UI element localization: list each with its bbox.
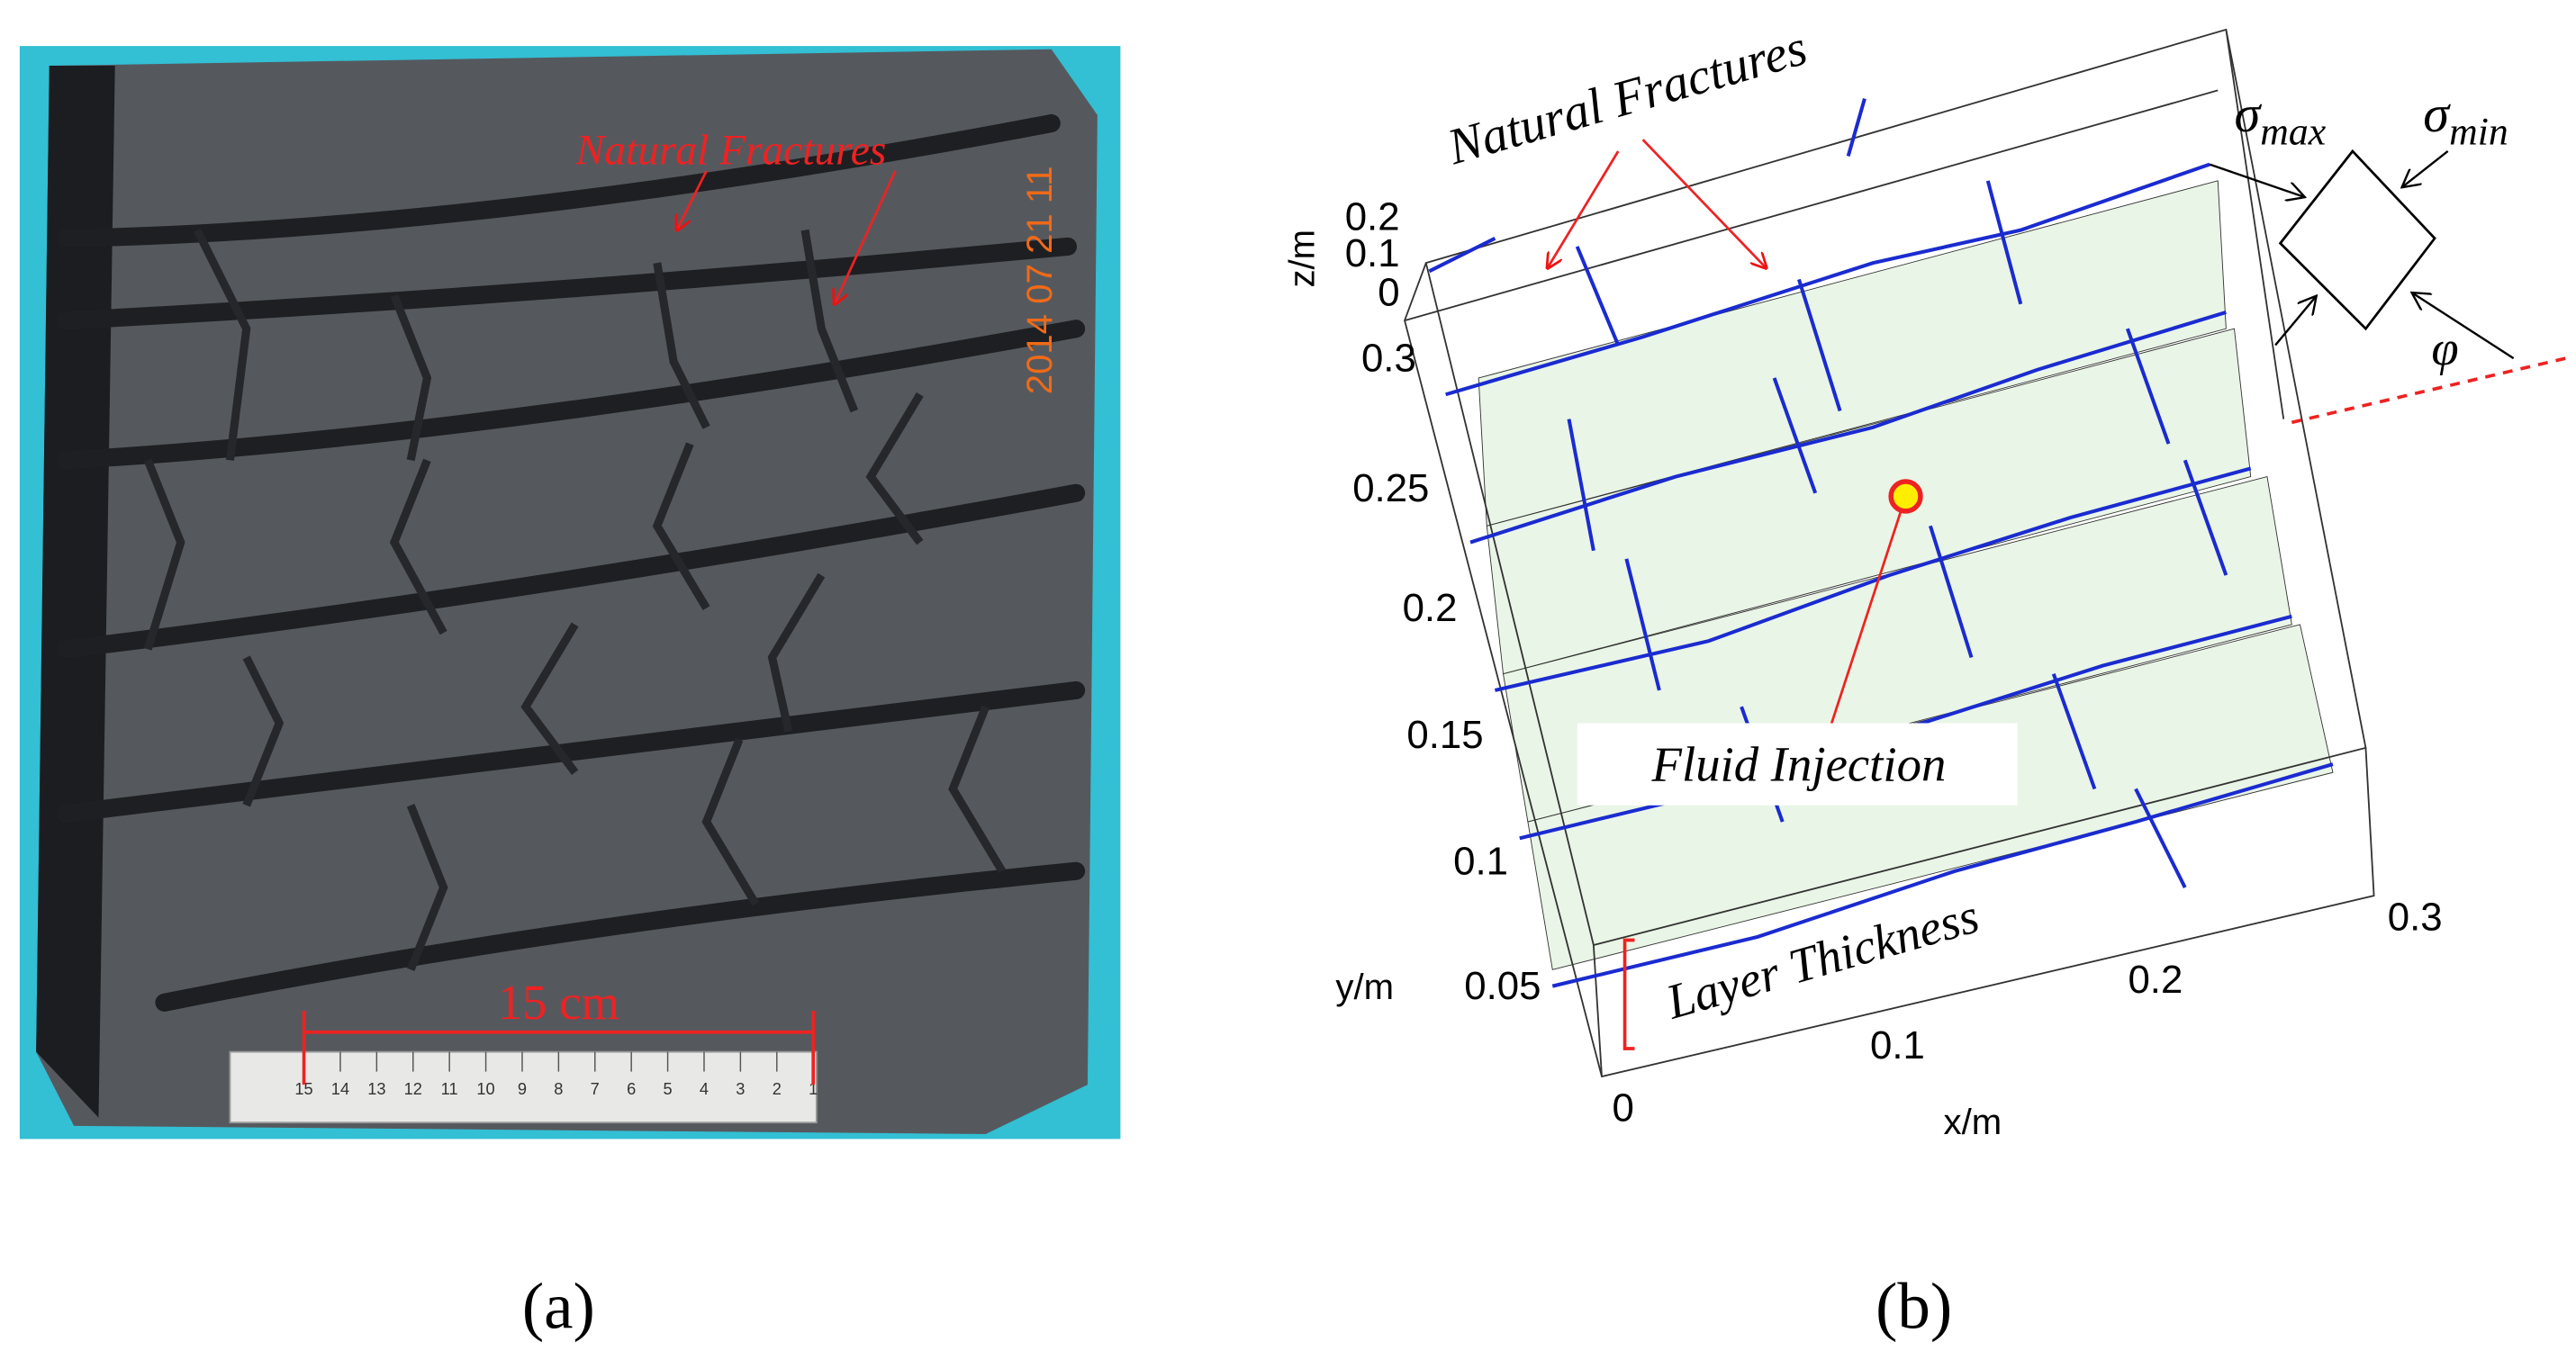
ruler [229,1050,818,1124]
fractures [56,113,1086,1012]
stress-square [2278,149,2436,331]
rock-slab [36,49,1098,1134]
stress-arrow [2209,163,2305,198]
y-axis-tick-label: 0.1 [1453,839,1508,883]
box-edges [1404,28,2375,1078]
reference-line [2291,355,2573,425]
arrow [835,170,897,304]
timestamp: 2014 07 21 11 [1019,166,1060,394]
z-axis-tick-label: 0 [1378,271,1399,315]
x-axis-tick-label: 0 [1613,1085,1634,1130]
injection-point [1888,479,1923,514]
ruler-number: 3 [736,1079,745,1098]
fracture-planes [1478,180,2334,970]
y-axis-tick-label: 0.25 [1352,466,1429,510]
injection-pointer [1822,496,1907,749]
scale-label: 15 cm [498,975,619,1030]
arrow [677,170,708,230]
stress-arrow [2274,296,2317,347]
ruler-number: 6 [627,1079,636,1098]
caption: (b) [1876,1269,1952,1342]
ruler-number: 15 [294,1079,312,1098]
arrow [1548,150,1620,268]
ruler-number: 1 [809,1079,818,1098]
model-annotation: Natural Fractures [1441,20,1812,176]
subscript: max [2260,111,2326,154]
x-axis-tick-label: 0.3 [2388,896,2443,940]
z-axis-label: z/m [1282,230,1323,288]
ruler-number: 2 [773,1079,782,1098]
ruler-number: 14 [331,1079,349,1098]
x-axis-label: x/m [1944,1102,2002,1142]
ruler-number: 12 [404,1079,422,1098]
x-axis-tick-label: 0.2 [2128,958,2183,1002]
injection-label: Fluid Injection [1651,736,1947,791]
y-axis-tick-label: 0.2 [1403,586,1458,630]
y-axis-tick-label: 0.05 [1464,964,1541,1008]
photo-annotation: Natural Fractures [575,128,887,175]
y-axis-tick-label: 0.3 [1361,337,1416,381]
symbol: σ [2234,85,2262,143]
symbol: σ [2423,85,2451,143]
ruler-number: 11 [441,1079,458,1098]
z-axis-tick-label: 0.1 [1345,231,1400,275]
y-axis-label: y/m [1335,967,1394,1007]
caption: (a) [522,1269,595,1342]
cross-fractures [143,228,1006,972]
thickness-bracket [1622,938,1635,1050]
stress-diagram: σmax σmin φ [2209,85,2573,425]
stress-arrow [2402,150,2449,187]
angle-label: φ [2431,320,2458,375]
stress-max: σmax [2234,85,2326,154]
ruler-number: 7 [591,1079,600,1098]
photo: Natural Fractures 2014 07 21 11 15 14 13 12… [19,46,1121,1139]
y-axis-tick-label: 0.15 [1406,713,1483,757]
ruler-number: 5 [664,1079,673,1098]
ruler-number: 4 [700,1079,709,1098]
ruler-number: 8 [554,1079,563,1098]
subscript: min [2449,111,2508,154]
slab-edge [36,66,115,1118]
label-box [1577,723,2018,806]
ruler-number: 9 [518,1079,527,1098]
z-axis-tick-label: 0.2 [1345,195,1400,239]
arrow [1641,139,1767,267]
x-axis-tick-label: 0.1 [1870,1023,1925,1067]
ruler-number: 13 [367,1079,385,1098]
ruler-number: 10 [476,1079,494,1098]
ruler-numbers: 15 14 13 12 11 10 9 8 7 6 5 4 3 2 1 [294,1051,818,1098]
stress-min: σmin [2423,85,2508,154]
stress-arrow [2412,293,2515,360]
